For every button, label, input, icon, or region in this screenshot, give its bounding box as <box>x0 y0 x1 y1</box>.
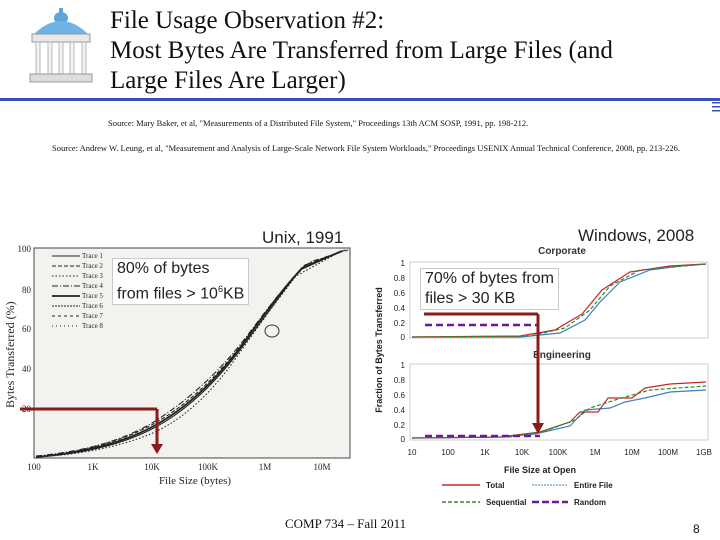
callout-unix-line-1: 80% of bytes <box>117 260 210 277</box>
title-line: Most Bytes Are Transferred from Large Fi… <box>110 37 613 64</box>
windows-x-axis-label: File Size at Open <box>504 465 576 475</box>
engineering-plot-frame <box>409 363 709 441</box>
unix-trace-line <box>35 250 343 458</box>
callout-unix-exponent: 6 <box>217 284 223 294</box>
title-line: File Usage Observation #2: <box>110 7 385 34</box>
footer-course: COMP 734 – Fall 2011 <box>285 516 407 531</box>
y-tick: 0 <box>401 435 406 444</box>
unix-y-axis-label: Bytes Transferred (%) <box>3 301 17 408</box>
source-citation-1: Source: Mary Baker, et al, "Measurements… <box>108 118 529 128</box>
engineering-y-ticks: 0 0.2 0.4 0.6 0.8 1 <box>394 361 406 444</box>
label-windows-2008: Windows, 2008 <box>578 226 695 245</box>
legend-entry: Trace 7 <box>82 312 103 320</box>
panel-title-engineering: Engineering <box>533 350 591 361</box>
title-line: Large Files Are Larger) <box>110 67 346 94</box>
legend-entry-total: Total <box>486 481 505 490</box>
callout-windows: 70% of bytes from files > 30 KB <box>420 268 559 310</box>
unix-x-axis-label: File Size (bytes) <box>159 475 231 487</box>
y-tick: 1 <box>401 259 406 268</box>
x-tick: 1GB <box>696 448 712 457</box>
y-tick: 0.2 <box>394 319 406 328</box>
unix-x-tick: 1K <box>88 462 100 472</box>
x-tick: 10M <box>624 448 640 457</box>
corporate-sequential-line <box>411 263 707 338</box>
corporate-y-ticks: 0 0.2 0.4 0.6 0.8 1 <box>394 259 406 342</box>
callout-unix-unit: KB <box>222 285 245 303</box>
windows-legend: Total Entire File Sequential Random <box>442 481 613 507</box>
panel-title-corporate: Corporate <box>538 246 586 257</box>
x-tick: 10 <box>408 448 417 457</box>
unix-chart: Bytes Transferred (%) 20 40 60 80 100 10… <box>3 244 351 487</box>
unix-x-tick: 100 <box>27 462 41 472</box>
unix-x-tick: 1M <box>259 462 272 472</box>
old-well-logo <box>29 8 93 83</box>
engineering-total-line <box>411 381 707 439</box>
windows-annotation-arrowhead <box>532 423 544 434</box>
y-tick: 1 <box>401 361 406 370</box>
unix-legend: Trace 1 Trace 2 Trace 3 Trace 4 Trace 5 … <box>52 252 103 330</box>
windows-chart: Fraction of Bytes Transferred Corporate … <box>374 246 712 507</box>
y-tick: 0.8 <box>394 274 406 283</box>
callout-unix-text: from files > 10 <box>117 285 218 303</box>
unix-x-ticks: 100 1K 10K 100K 1M 10M <box>27 462 330 472</box>
unix-y-tick: 100 <box>18 244 32 254</box>
source-citation-2: Source: Andrew W. Leung, et al, "Measure… <box>52 143 680 153</box>
y-tick: 0 <box>401 333 406 342</box>
legend-entry: Trace 5 <box>82 292 103 300</box>
corporate-total-line <box>411 263 707 338</box>
callout-windows-line-2: files > 30 KB <box>425 290 516 307</box>
page-number: 8 <box>693 522 700 536</box>
y-tick: 0.2 <box>394 421 406 430</box>
callout-windows-line-1: 70% of bytes from <box>425 270 554 287</box>
unix-scan-circle <box>264 324 280 338</box>
x-tick: 100M <box>658 448 678 457</box>
y-tick: 0.4 <box>394 406 406 415</box>
unix-x-tick: 10K <box>144 462 160 472</box>
sidebar-marks <box>712 102 720 112</box>
legend-entry: Trace 6 <box>82 302 103 310</box>
callout-unix: 80% of bytes from files > 106KB <box>112 258 250 306</box>
legend-entry-entire-file: Entire File <box>574 481 613 490</box>
x-tick: 100 <box>441 448 455 457</box>
x-tick: 1M <box>589 448 600 457</box>
accent-divider <box>0 98 720 101</box>
unix-x-tick: 100K <box>198 462 219 472</box>
unix-annotation-arrowhead <box>151 444 163 454</box>
legend-entry: Trace 3 <box>82 272 103 280</box>
legend-entry-random: Random <box>574 498 606 507</box>
x-tick: 100K <box>549 448 568 457</box>
unix-y-ticks: 20 40 60 80 100 <box>18 244 32 414</box>
y-tick: 0.6 <box>394 391 406 400</box>
legend-entry: Trace 8 <box>82 322 103 330</box>
y-tick: 0.6 <box>394 289 406 298</box>
label-unix-1991: Unix, 1991 <box>262 228 344 247</box>
unix-plot-frame <box>33 247 351 459</box>
slide-title: File Usage Observation #2: Most Bytes Ar… <box>110 6 650 96</box>
windows-y-axis-label: Fraction of Bytes Transferred <box>374 287 384 413</box>
windows-x-ticks: 10 100 1K 10K 100K 1M 10M 100M 1GB <box>408 448 712 457</box>
callout-unix-line-2: from files > 106KB <box>117 279 244 304</box>
legend-entry-sequential: Sequential <box>486 498 526 507</box>
unix-trace-line <box>35 249 346 458</box>
x-tick: 10K <box>515 448 530 457</box>
legend-entry: Trace 4 <box>82 282 103 290</box>
corporate-series <box>411 263 707 338</box>
engineering-series <box>411 381 707 439</box>
unix-trace-line <box>35 251 341 458</box>
legend-entry: Trace 1 <box>82 252 103 260</box>
legend-entry: Trace 2 <box>82 262 103 270</box>
unix-y-tick: 60 <box>22 324 32 334</box>
unix-y-tick: 80 <box>22 285 32 295</box>
unix-y-tick: 40 <box>22 364 32 374</box>
unix-trace-curves <box>35 249 349 458</box>
x-tick: 1K <box>480 448 490 457</box>
engineering-entire-file-line <box>411 389 707 439</box>
unix-x-tick: 10M <box>313 462 330 472</box>
corporate-plot-frame <box>409 261 709 339</box>
y-tick: 0.4 <box>394 304 406 313</box>
y-tick: 0.8 <box>394 376 406 385</box>
